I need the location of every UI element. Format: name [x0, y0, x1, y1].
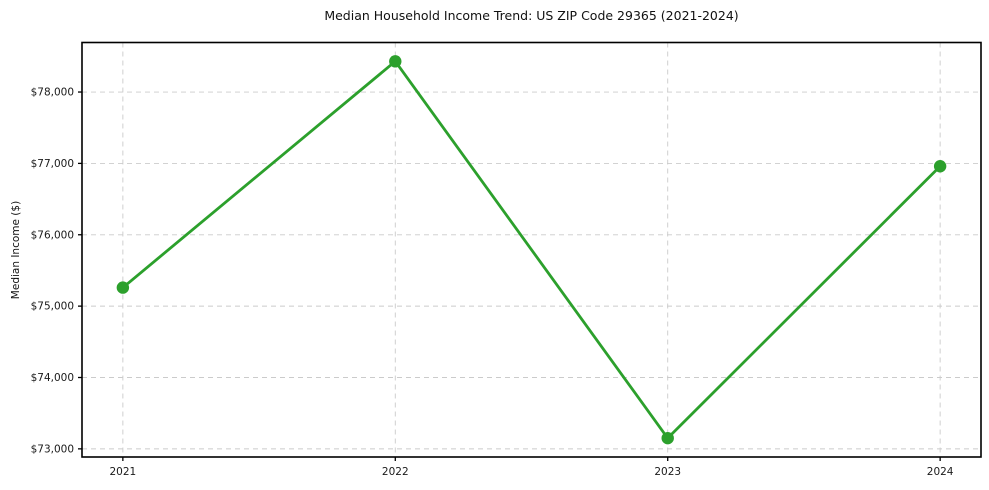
y-tick-label: $74,000	[31, 372, 74, 384]
x-tick-label: 2022	[382, 466, 409, 478]
axes-frame	[81, 41, 982, 458]
y-tick-label: $77,000	[31, 158, 74, 170]
data-point	[389, 55, 402, 68]
x-tick-label: 2021	[109, 466, 136, 478]
x-tick-label: 2023	[654, 466, 681, 478]
y-tick-label: $78,000	[31, 87, 74, 99]
y-tick-label: $76,000	[31, 229, 74, 241]
trend-line	[121, 59, 942, 440]
chart-title: Median Household Income Trend: US ZIP Co…	[324, 8, 739, 23]
data-point	[933, 160, 947, 173]
data-point	[116, 281, 130, 294]
x-tick-label: 2024	[927, 466, 954, 478]
data-point	[661, 431, 674, 445]
y-tick-label: $73,000	[31, 443, 74, 455]
y-tick-label: $75,000	[31, 301, 74, 313]
